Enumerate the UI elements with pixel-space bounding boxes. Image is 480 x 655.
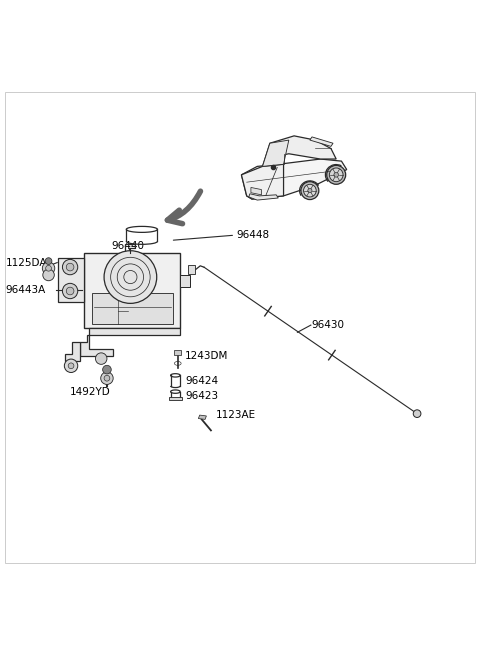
Circle shape bbox=[103, 365, 111, 374]
Polygon shape bbox=[249, 194, 278, 200]
Circle shape bbox=[327, 165, 346, 184]
Text: 96430: 96430 bbox=[312, 320, 345, 330]
Text: 1125DA: 1125DA bbox=[5, 257, 47, 268]
Circle shape bbox=[68, 363, 74, 369]
Text: 1123AE: 1123AE bbox=[216, 409, 256, 420]
Circle shape bbox=[45, 257, 52, 265]
Text: 96424: 96424 bbox=[185, 375, 218, 386]
Polygon shape bbox=[251, 187, 262, 195]
Bar bbox=[169, 398, 181, 400]
Polygon shape bbox=[80, 328, 180, 356]
Circle shape bbox=[301, 181, 319, 200]
Polygon shape bbox=[310, 137, 333, 147]
Polygon shape bbox=[188, 265, 195, 274]
Polygon shape bbox=[198, 415, 206, 419]
Circle shape bbox=[42, 262, 55, 274]
Circle shape bbox=[303, 184, 316, 197]
Polygon shape bbox=[180, 274, 190, 287]
Polygon shape bbox=[65, 342, 80, 361]
Circle shape bbox=[413, 410, 421, 417]
Text: 96448: 96448 bbox=[236, 230, 269, 240]
Circle shape bbox=[46, 265, 51, 271]
Circle shape bbox=[308, 189, 312, 193]
Bar bbox=[92, 293, 173, 324]
Polygon shape bbox=[241, 159, 347, 199]
Circle shape bbox=[43, 269, 54, 281]
Circle shape bbox=[334, 172, 338, 177]
Polygon shape bbox=[263, 136, 336, 166]
Text: 1243DM: 1243DM bbox=[185, 351, 228, 361]
Circle shape bbox=[66, 263, 74, 271]
Bar bbox=[84, 253, 180, 328]
Circle shape bbox=[329, 168, 343, 181]
Circle shape bbox=[64, 359, 78, 373]
Circle shape bbox=[104, 375, 110, 381]
Polygon shape bbox=[58, 259, 84, 301]
Circle shape bbox=[104, 251, 157, 303]
Circle shape bbox=[62, 259, 78, 274]
Polygon shape bbox=[241, 164, 284, 199]
Bar bbox=[174, 350, 181, 355]
Circle shape bbox=[101, 372, 113, 384]
Text: 1492YD: 1492YD bbox=[70, 386, 111, 397]
Circle shape bbox=[66, 287, 74, 295]
Polygon shape bbox=[263, 140, 289, 166]
Circle shape bbox=[96, 353, 107, 364]
Text: 96440: 96440 bbox=[111, 241, 144, 251]
Text: 96443A: 96443A bbox=[5, 286, 46, 295]
Circle shape bbox=[62, 284, 78, 299]
Text: 96423: 96423 bbox=[185, 391, 218, 401]
